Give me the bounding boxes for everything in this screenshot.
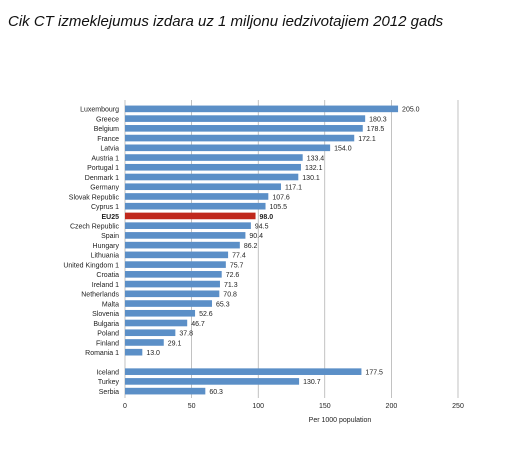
y-tick-label: Denmark 1 [85,175,119,182]
bar [125,348,143,356]
x-tick-label: 200 [386,403,398,410]
value-label: 130.7 [303,379,321,386]
y-tick-label: France [97,136,119,143]
y-tick-label: Bulgaria [93,321,119,328]
bar [125,378,300,385]
value-label: 52.6 [199,311,213,318]
value-label: 77.4 [232,253,246,260]
y-tick-label: United Kingdom 1 [63,262,119,269]
bar [125,387,206,395]
value-label: 180.3 [369,116,387,123]
bar [125,290,220,298]
value-label: 105.5 [270,204,288,211]
x-tick-label: 50 [188,403,196,410]
y-tick-label: Finland [96,340,119,347]
y-tick-label: Belgium [94,126,119,133]
value-label: 29.1 [168,340,182,347]
value-label: 117.1 [285,185,302,192]
y-tick-label: Ireland 1 [92,282,119,289]
y-tick-label: Netherlands [81,292,119,299]
y-tick-label: Spain [101,233,119,240]
bar [125,309,196,317]
x-axis-label: Per 1000 population [309,417,372,424]
y-tick-label: Turkey [98,379,120,386]
y-tick-label: Iceland [96,370,119,377]
bar [125,173,299,181]
y-tick-label: Hungary [93,243,120,250]
y-tick-label: Czech Republic [70,224,120,231]
value-label: 60.3 [209,389,223,396]
bar [125,154,303,161]
chart-title: Cik CT izmeklejumus izdara uz 1 miljonu … [8,13,444,30]
y-tick-label: Luxembourg [80,107,119,114]
value-label: 70.8 [223,292,237,299]
value-label: 72.6 [226,272,240,279]
bar [125,300,212,307]
value-label: 65.3 [216,301,230,308]
bar [125,222,251,229]
bar [125,329,176,337]
y-tick-label: Serbia [99,389,119,396]
bar [125,368,362,375]
bar [125,202,266,210]
bar [125,125,363,132]
bar [125,271,222,278]
bar [125,105,399,113]
value-label: 98.0 [260,214,274,221]
value-label: 37.8 [179,331,193,338]
value-label: 71.3 [224,282,238,289]
y-tick-label: Greece [96,116,119,123]
y-tick-label: Portugal 1 [87,165,119,172]
value-label: 178.5 [367,126,385,133]
y-tick-label: Austria 1 [91,155,119,162]
bar [125,251,229,259]
bar [125,163,301,171]
y-tick-label: Poland [97,331,119,338]
value-label: 107.6 [272,194,290,201]
value-label: 75.7 [230,262,244,269]
value-label: 205.0 [402,107,420,114]
x-tick-label: 0 [123,403,127,410]
y-tick-label: Malta [102,301,119,308]
value-label: 46.7 [191,321,205,328]
y-tick-label: Romania 1 [85,350,119,357]
bar [125,339,164,346]
bar [125,319,188,327]
y-tick-label: EU25 [101,214,119,221]
bar [125,212,256,220]
y-tick-label: Croatia [96,272,119,279]
bar [125,241,240,249]
y-tick-label: Cyprus 1 [91,204,119,211]
value-label: 13.0 [146,350,160,357]
x-tick-label: 100 [252,403,264,410]
y-tick-label: Slovenia [92,311,119,318]
bar [125,183,281,191]
value-label: 94.5 [255,224,269,231]
value-label: 130.1 [302,175,320,182]
value-label: 154.0 [334,146,352,153]
value-label: 132.1 [305,165,323,172]
y-tick-label: Latvia [100,146,119,153]
y-tick-label: Lithuania [91,253,120,260]
x-tick-label: 250 [452,403,464,410]
bar [125,144,331,152]
value-label: 172.1 [358,136,376,143]
bar [125,115,366,122]
bar [125,261,226,268]
y-tick-label: Slovak Republic [69,194,120,201]
y-tick-label: Germany [90,185,119,192]
value-label: 177.5 [365,370,383,377]
value-label: 90.4 [249,233,263,240]
x-tick-label: 150 [319,403,331,410]
value-label: 86.2 [244,243,258,250]
bar [125,280,220,288]
bar [125,232,246,239]
bar [125,134,355,142]
value-label: 133.4 [307,155,325,162]
bar [125,193,269,200]
